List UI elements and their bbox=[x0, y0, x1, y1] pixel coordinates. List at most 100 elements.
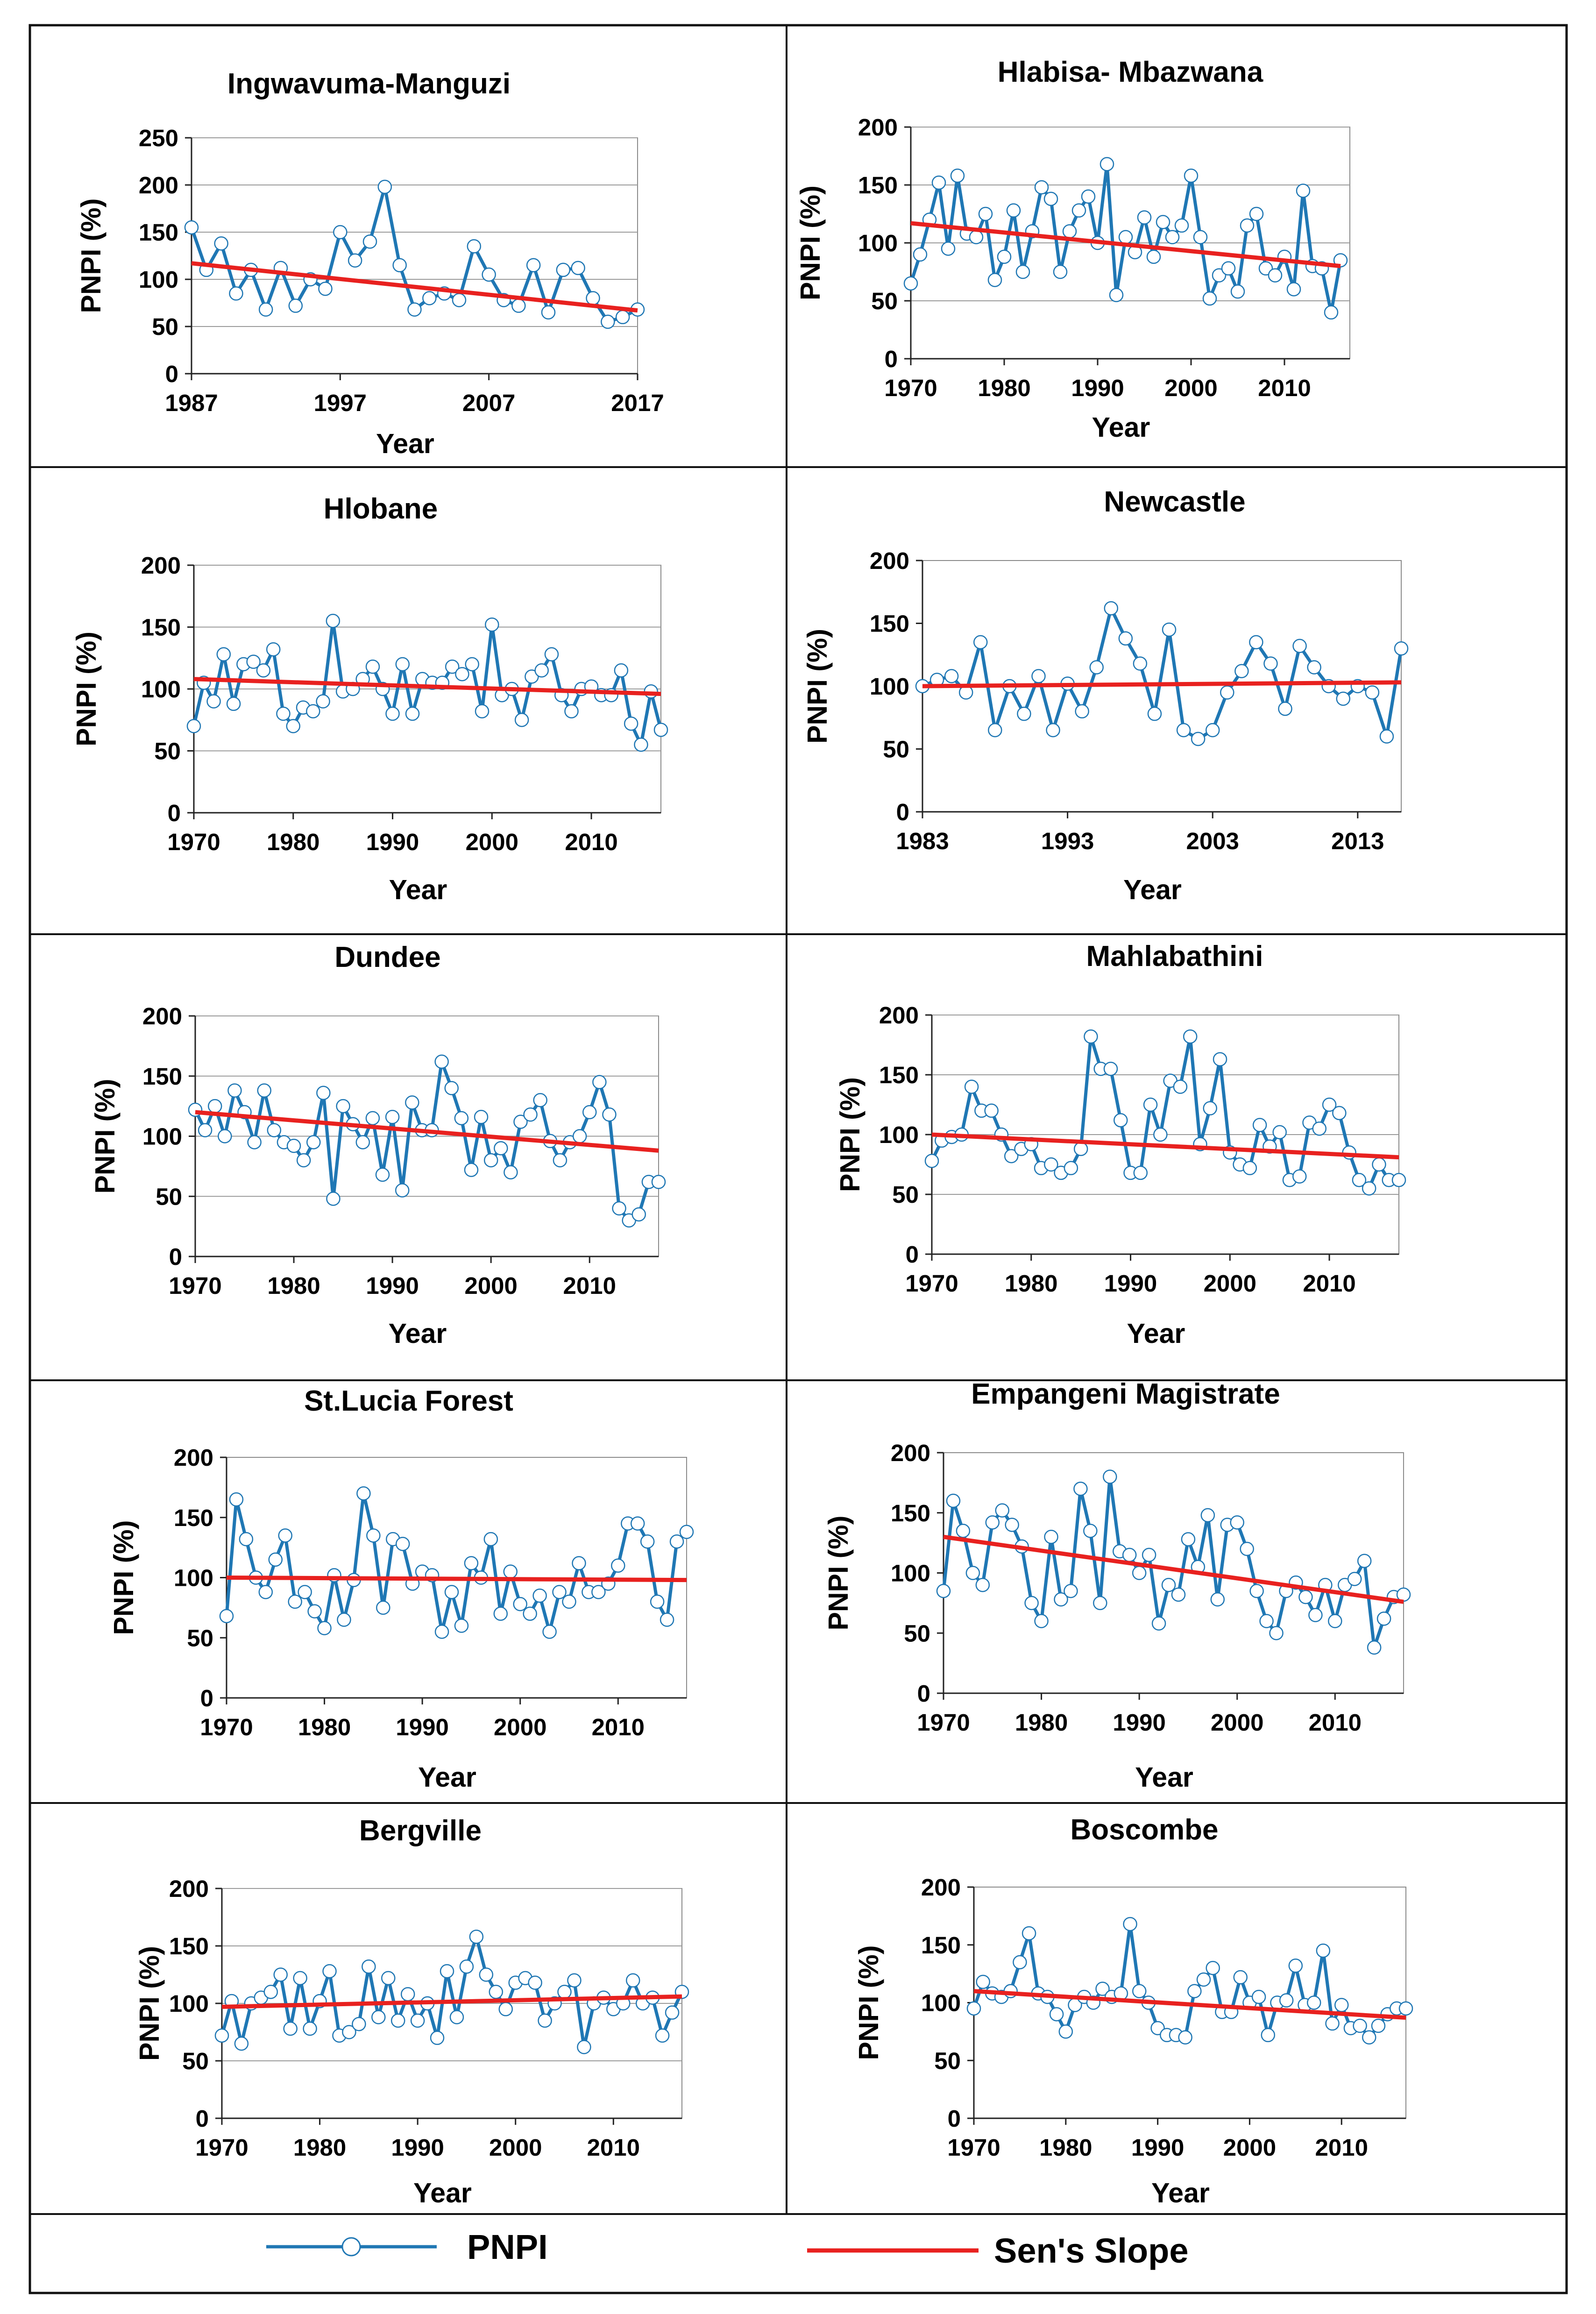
x-axis-label: Year bbox=[1135, 1762, 1193, 1793]
pnpi-point bbox=[966, 2001, 981, 2016]
pnpi-point bbox=[1230, 1515, 1244, 1530]
y-tick-label: 200 bbox=[169, 1875, 209, 1902]
pnpi-point bbox=[1004, 1149, 1019, 1164]
pnpi-point bbox=[493, 1606, 508, 1621]
pnpi-point bbox=[1156, 215, 1170, 229]
y-tick-label: 50 bbox=[904, 1620, 930, 1647]
pnpi-point bbox=[276, 706, 291, 721]
x-tick-label: 2000 bbox=[494, 1714, 546, 1740]
pnpi-point bbox=[316, 1086, 331, 1100]
y-tick-label: 50 bbox=[156, 1183, 182, 1210]
pnpi-point bbox=[1286, 282, 1301, 297]
y-tick-label: 0 bbox=[196, 2105, 209, 2132]
pnpi-point bbox=[969, 230, 984, 244]
pnpi-point bbox=[504, 1165, 518, 1179]
pnpi-point bbox=[1103, 1469, 1117, 1484]
y-tick-label: 250 bbox=[139, 125, 178, 151]
x-tick-label: 1970 bbox=[884, 375, 937, 401]
x-tick-label: 2010 bbox=[1258, 375, 1311, 401]
x-tick-label: 2007 bbox=[462, 390, 515, 416]
pnpi-point bbox=[407, 302, 422, 317]
x-tick-label: 1970 bbox=[947, 2134, 1000, 2161]
y-tick-label: 100 bbox=[141, 676, 181, 703]
pnpi-point bbox=[1278, 702, 1292, 716]
pnpi-point bbox=[1005, 1518, 1019, 1532]
x-tick-label: 1990 bbox=[1113, 1709, 1165, 1736]
pnpi-point bbox=[306, 1135, 321, 1150]
y-tick-label: 200 bbox=[142, 1003, 182, 1029]
y-tick-label: 100 bbox=[174, 1565, 213, 1591]
y-tick-label: 100 bbox=[142, 1123, 182, 1150]
pnpi-point bbox=[1263, 656, 1278, 671]
pnpi-point bbox=[601, 314, 615, 329]
chart-panel: Hlobane 0 50 100 150 200 1970 1980 1990 2000 2010 Y… bbox=[71, 493, 668, 905]
chart-panel: Empangeni Magistrate 0 50 100 150 200 1970 1980… bbox=[823, 1378, 1411, 1793]
pnpi-point bbox=[1391, 1173, 1406, 1187]
pnpi-point bbox=[1075, 704, 1089, 719]
chart-panel: Boscombe 0 50 100 150 200 1970 1980 1990 2000 2010… bbox=[853, 1814, 1413, 2208]
pnpi-point bbox=[625, 1973, 640, 1988]
y-tick-label: 0 bbox=[906, 1241, 919, 1268]
pnpi-point bbox=[1362, 2030, 1376, 2044]
pnpi-point bbox=[322, 1964, 337, 1979]
pnpi-point bbox=[266, 642, 281, 657]
pnpi-point bbox=[624, 716, 638, 731]
pnpi-point bbox=[586, 291, 600, 305]
pnpi-point bbox=[1178, 2030, 1192, 2044]
pnpi-point bbox=[1379, 729, 1394, 744]
pnpi-point bbox=[455, 667, 469, 681]
pnpi-point bbox=[385, 1110, 400, 1124]
pnpi-point bbox=[1336, 691, 1351, 706]
chart-panel: Hlabisa- Mbazwana 0 50 100 150 200 1970 1980 199… bbox=[795, 56, 1350, 443]
pnpi-point bbox=[1137, 210, 1152, 225]
pnpi-point bbox=[1279, 1993, 1294, 2008]
pnpi-point bbox=[288, 1594, 302, 1609]
pnpi-point bbox=[511, 298, 526, 313]
pnpi-point bbox=[405, 1095, 419, 1110]
pnpi-point bbox=[1242, 1161, 1257, 1175]
sens-slope-line bbox=[931, 1132, 1399, 1160]
pnpi-point bbox=[494, 1141, 508, 1156]
pnpi-point bbox=[1251, 1989, 1266, 2004]
pnpi-point bbox=[454, 1111, 469, 1126]
pnpi-point bbox=[286, 719, 301, 733]
pnpi-point bbox=[513, 1114, 528, 1129]
pnpi-point bbox=[1333, 253, 1348, 268]
pnpi-point bbox=[1183, 1029, 1198, 1044]
pnpi-point bbox=[611, 1558, 625, 1573]
y-tick-label: 50 bbox=[871, 288, 898, 314]
pnpi-point bbox=[552, 1585, 567, 1599]
pnpi-point bbox=[1017, 706, 1031, 721]
pnpi-point bbox=[362, 234, 377, 249]
pnpi-point bbox=[1073, 1142, 1088, 1156]
pnpi-point bbox=[316, 694, 330, 709]
pnpi-point bbox=[430, 2030, 445, 2045]
pnpi-point bbox=[306, 704, 320, 718]
pnpi-point bbox=[485, 617, 499, 632]
pnpi-point bbox=[1089, 660, 1104, 674]
y-tick-label: 100 bbox=[139, 266, 178, 293]
pnpi-point bbox=[557, 1985, 572, 1999]
sens-slope-line bbox=[922, 680, 1402, 689]
pnpi-point bbox=[1093, 1596, 1107, 1611]
pnpi-point bbox=[1325, 2016, 1340, 2031]
pnpi-point bbox=[1109, 288, 1124, 302]
y-axis-label: PNPI (%) bbox=[823, 1516, 854, 1631]
y-tick-label: 50 bbox=[883, 736, 909, 763]
x-tick-label: 2003 bbox=[1186, 828, 1239, 854]
x-tick-label: 1970 bbox=[167, 829, 220, 855]
pnpi-point bbox=[1324, 305, 1339, 320]
y-tick-label: 150 bbox=[879, 1062, 919, 1088]
pnpi-point bbox=[227, 1083, 242, 1098]
pnpi-point bbox=[1114, 1113, 1128, 1128]
x-tick-label: 1987 bbox=[165, 390, 218, 416]
pnpi-point bbox=[352, 2017, 366, 2031]
pnpi-point bbox=[218, 1129, 232, 1143]
y-tick-label: 150 bbox=[870, 610, 909, 637]
y-axis-label: PNPI (%) bbox=[108, 1520, 139, 1635]
y-tick-label: 200 bbox=[141, 552, 181, 579]
pnpi-point bbox=[219, 1609, 234, 1624]
y-tick-label: 150 bbox=[891, 1500, 930, 1526]
pnpi-point bbox=[469, 1930, 484, 1944]
y-tick-label: 200 bbox=[891, 1440, 930, 1466]
